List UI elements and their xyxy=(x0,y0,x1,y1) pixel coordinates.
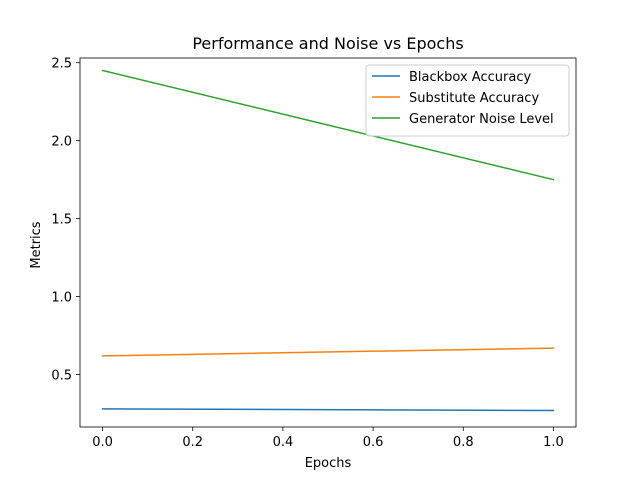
legend-label: Substitute Accuracy xyxy=(409,91,539,106)
plot-area: 0.0 0.2 0.4 0.6 0.8 1.0 0.5 1.0 1.5 2.0 2.5 Blackbo… xyxy=(51,57,577,450)
y-tick-label: 1.0 xyxy=(51,291,72,306)
chart-title: Performance and Noise vs Epochs xyxy=(192,34,463,53)
x-tick-label: 1.0 xyxy=(543,435,564,450)
y-tick-label: 2.5 xyxy=(51,57,72,72)
x-tick-label: 0.2 xyxy=(182,435,203,450)
y-tick-label: 1.5 xyxy=(51,213,72,228)
x-tick-label: 0.8 xyxy=(453,435,474,450)
axes-frame xyxy=(79,57,577,428)
series-line-2 xyxy=(101,69,555,181)
legend-label: Generator Noise Level xyxy=(409,112,554,127)
legend-box xyxy=(365,64,570,137)
y-tick-label: 0.5 xyxy=(51,369,72,384)
y-tick-label: 2.0 xyxy=(51,135,72,150)
legend-label: Blackbox Accuracy xyxy=(409,70,531,85)
y-axis-label: Metrics xyxy=(29,221,44,268)
series-line-1 xyxy=(101,347,555,357)
x-tick-label: 0.6 xyxy=(363,435,384,450)
x-tick-label: 0.0 xyxy=(92,435,113,450)
x-tick-label: 0.4 xyxy=(273,435,294,450)
x-axis-label: Epochs xyxy=(305,456,352,471)
series-line-0 xyxy=(101,408,555,412)
